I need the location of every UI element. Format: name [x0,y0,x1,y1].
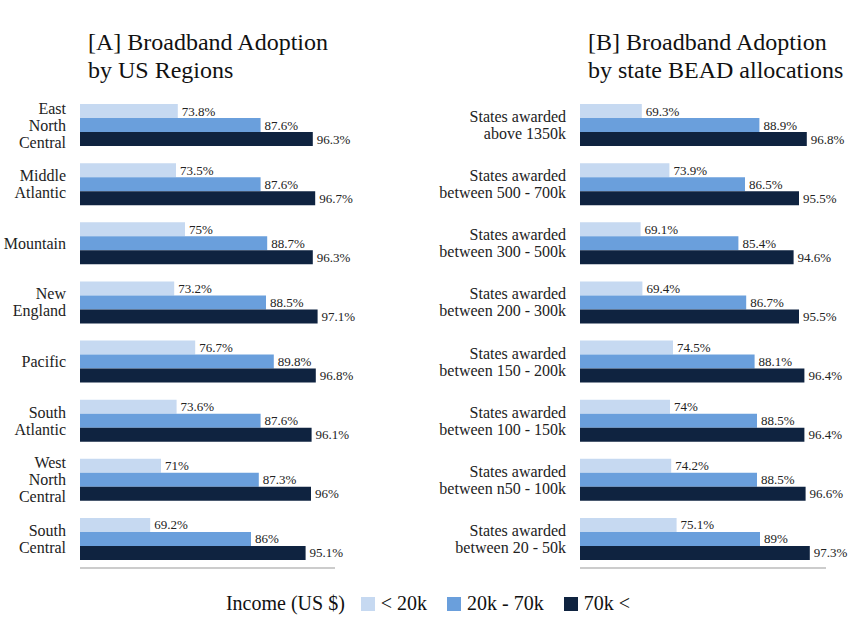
svg-text:94.6%: 94.6% [798,250,832,265]
svg-text:96.4%: 96.4% [808,427,842,442]
svg-text:97.3%: 97.3% [814,545,848,560]
svg-text:States awardedbetween 300 - 50: States awardedbetween 300 - 500k [439,226,566,260]
svg-text:NewEngland: NewEngland [13,285,67,320]
svg-text:States awardedbetween 200 - 30: States awardedbetween 200 - 300k [439,285,566,319]
svg-text:87.3%: 87.3% [263,472,297,487]
svg-text:87.6%: 87.6% [265,413,299,428]
html-text:[A] Broadband Adoption: [A] Broadband Adoption [88,29,328,55]
svg-text:WestNorthCentral: WestNorthCentral [19,454,67,505]
svg-text:96.3%: 96.3% [317,132,351,147]
svg-text:Mountain: Mountain [8,234,66,251]
svg-text:Pacific: Pacific [22,353,66,370]
svg-text:73.9%: 73.9% [673,163,707,178]
svg-text:76.7%: 76.7% [199,340,233,355]
svg-text:MiddleAtlantic: MiddleAtlantic [14,167,66,201]
html-text:by state BEAD allocations: by state BEAD allocations [588,57,844,83]
svg-text:States awardedbetween 500 - 70: States awardedbetween 500 - 700k [439,167,566,201]
svg-text:96.8%: 96.8% [320,368,354,383]
svg-text:96.6%: 96.6% [810,486,844,501]
svg-text:SouthCentral: SouthCentral [19,521,67,555]
svg-text:71%: 71% [165,458,189,473]
svg-text:95.1%: 95.1% [310,545,344,560]
html-text:20k - 70k: 20k - 70k [467,592,544,614]
svg-text:86%: 86% [255,531,279,546]
svg-text:88.5%: 88.5% [761,472,795,487]
svg-text:89.8%: 89.8% [278,354,312,369]
svg-text:88.5%: 88.5% [270,295,304,310]
svg-text:73.5%: 73.5% [180,163,214,178]
svg-text:75%: 75% [189,222,213,237]
svg-text:73.8%: 73.8% [182,104,216,119]
svg-text:73.6%: 73.6% [181,399,215,414]
html-text:< 20k: < 20k [380,592,428,614]
svg-text:96.1%: 96.1% [316,427,350,442]
svg-text:95.5%: 95.5% [803,309,837,324]
svg-text:States awardedbetween 20 - 50k: States awardedbetween 20 - 50k [455,521,566,555]
html-text:[B] Broadband Adoption: [B] Broadband Adoption [588,29,827,55]
svg-text:88.5%: 88.5% [761,413,795,428]
svg-text:87.6%: 87.6% [265,118,299,133]
svg-text:97.1%: 97.1% [322,309,356,324]
svg-text:96.3%: 96.3% [317,250,351,265]
svg-text:96.8%: 96.8% [811,132,845,147]
svg-text:89%: 89% [764,531,788,546]
svg-text:69.2%: 69.2% [154,517,188,532]
html-text:Income (US $): Income (US $) [226,592,345,614]
svg-text:96%: 96% [315,486,339,501]
svg-text:States awardedbetween n50 - 10: States awardedbetween n50 - 100k [439,462,566,496]
svg-text:88.1%: 88.1% [759,354,793,369]
svg-text:States awardedabove 1350k: States awardedabove 1350k [470,108,566,142]
svg-text:EastNorthCentral: EastNorthCentral [19,99,67,150]
html-text:70k <: 70k < [583,592,630,614]
svg-text:74.5%: 74.5% [677,340,711,355]
svg-text:88.9%: 88.9% [763,118,797,133]
svg-text:69.3%: 69.3% [646,104,680,119]
svg-text:States awardedbetween 100 - 15: States awardedbetween 100 - 150k [439,403,566,437]
html-text:by US Regions: by US Regions [88,57,234,83]
svg-text:SouthAtlantic: SouthAtlantic [14,403,66,437]
svg-text:86.7%: 86.7% [750,295,784,310]
svg-text:95.5%: 95.5% [803,191,837,206]
svg-text:74%: 74% [674,399,698,414]
svg-text:86.5%: 86.5% [749,177,783,192]
svg-text:75.1%: 75.1% [681,517,715,532]
svg-text:74.2%: 74.2% [675,458,709,473]
svg-text:69.4%: 69.4% [646,281,680,296]
svg-text:96.4%: 96.4% [808,368,842,383]
svg-text:96.7%: 96.7% [319,191,353,206]
svg-text:73.2%: 73.2% [178,281,212,296]
svg-text:87.6%: 87.6% [265,177,299,192]
svg-text:States awardedbetween 150 - 20: States awardedbetween 150 - 200k [439,344,566,378]
svg-text:85.4%: 85.4% [742,236,776,251]
svg-text:69.1%: 69.1% [645,222,679,237]
svg-text:88.7%: 88.7% [271,236,305,251]
